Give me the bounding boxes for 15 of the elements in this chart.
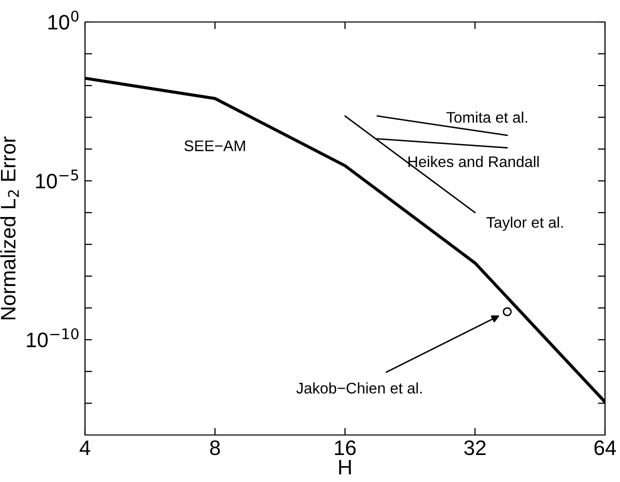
x-tick-label: 8 xyxy=(210,440,220,456)
y-tick-label: 10$^{−10}$ xyxy=(26,328,79,348)
series-label: Tomita et al. xyxy=(446,112,528,123)
x-tick-label: 32 xyxy=(464,440,486,456)
y-axis-title: Normalized L$_{2}$ Error xyxy=(0,136,19,320)
series-label: SEE−AM xyxy=(184,140,245,152)
x-tick-label: 4 xyxy=(80,440,90,455)
series-label: Heikes and Randall xyxy=(408,156,539,168)
y-tick-label: 10$^{−5}$ xyxy=(36,170,78,188)
series-label: Taylor et al. xyxy=(486,216,563,231)
text: Jakob−Chien et al. xyxy=(296,382,422,394)
x-axis-title: H xyxy=(339,460,351,474)
y-tick-label: 10$^{0}$ xyxy=(48,10,78,30)
x-tick-label: 64 xyxy=(594,440,616,456)
x-tick-label: 16 xyxy=(335,440,356,456)
